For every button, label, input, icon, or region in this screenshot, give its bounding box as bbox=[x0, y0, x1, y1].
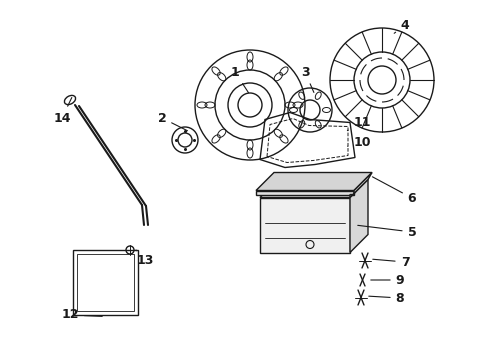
Text: 1: 1 bbox=[231, 66, 248, 93]
Text: 13: 13 bbox=[136, 250, 154, 266]
Text: 7: 7 bbox=[373, 256, 409, 269]
Polygon shape bbox=[350, 180, 368, 252]
Text: 4: 4 bbox=[394, 18, 409, 33]
Text: 8: 8 bbox=[369, 292, 404, 305]
Ellipse shape bbox=[64, 95, 75, 105]
Text: 9: 9 bbox=[371, 274, 404, 287]
Polygon shape bbox=[256, 190, 354, 194]
Polygon shape bbox=[260, 198, 350, 252]
Text: 14: 14 bbox=[53, 98, 72, 125]
Text: 2: 2 bbox=[158, 112, 188, 131]
Text: 3: 3 bbox=[301, 66, 314, 93]
Text: 6: 6 bbox=[372, 177, 416, 204]
Text: 5: 5 bbox=[358, 225, 416, 239]
Text: 12: 12 bbox=[61, 309, 102, 321]
Polygon shape bbox=[260, 180, 368, 198]
Text: 11: 11 bbox=[347, 116, 371, 131]
Polygon shape bbox=[256, 172, 372, 190]
Polygon shape bbox=[350, 172, 372, 198]
Text: 10: 10 bbox=[348, 135, 371, 149]
